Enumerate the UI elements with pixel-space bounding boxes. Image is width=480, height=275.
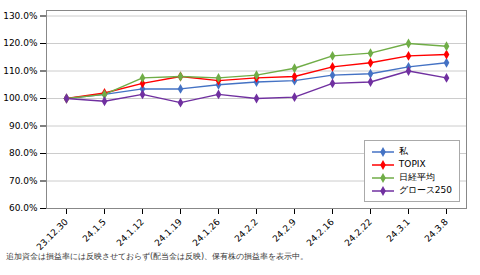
- svg-text:24.2.16: 24.2.16: [305, 217, 337, 249]
- html-text:TOPIX: TOPIX: [398, 159, 426, 169]
- svg-text:24.1.19: 24.1.19: [153, 217, 185, 249]
- svg-text:24.2.9: 24.2.9: [271, 217, 299, 245]
- svg-text:24.1.26: 24.1.26: [191, 217, 223, 249]
- svg-text:100.0%: 100.0%: [3, 93, 38, 103]
- html-text:追加資金は損益率には反映させておらず(配当金は反映)、保有株: 追加資金は損益率には反映させておらず(配当金は反映)、保有株の損益率を表示中。: [6, 252, 309, 261]
- svg-text:24.2.22: 24.2.22: [343, 217, 374, 248]
- svg-text:80.0%: 80.0%: [9, 148, 38, 158]
- html-text:私: 私: [398, 146, 408, 156]
- svg-text:60.0%: 60.0%: [9, 203, 38, 213]
- svg-text:24.3.8: 24.3.8: [423, 217, 451, 245]
- svg-text:70.0%: 70.0%: [9, 176, 38, 186]
- html-text:グロース250: グロース250: [398, 185, 452, 195]
- svg-text:120.0%: 120.0%: [3, 38, 38, 48]
- svg-text:24.2.2: 24.2.2: [233, 217, 260, 244]
- svg-text:110.0%: 110.0%: [3, 66, 38, 76]
- svg-text:24.1.12: 24.1.12: [115, 217, 146, 248]
- svg-text:90.0%: 90.0%: [9, 121, 38, 131]
- svg-text:23.12.30: 23.12.30: [35, 217, 71, 252]
- html-text:日経平均: 日経平均: [398, 172, 435, 182]
- svg-text:130.0%: 130.0%: [3, 11, 38, 21]
- svg-text:24.1.5: 24.1.5: [81, 217, 108, 244]
- svg-text:24.3.1: 24.3.1: [385, 217, 412, 244]
